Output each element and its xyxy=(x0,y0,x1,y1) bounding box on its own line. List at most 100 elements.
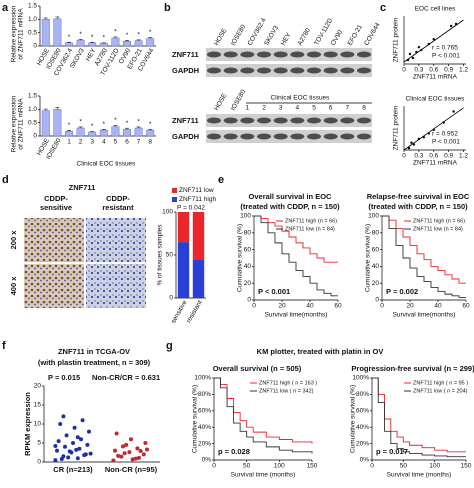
point xyxy=(410,141,413,144)
point xyxy=(58,422,63,426)
band xyxy=(290,117,305,124)
significance: * xyxy=(103,121,106,128)
band xyxy=(223,117,238,124)
y-tick-label: 10 xyxy=(34,421,42,428)
legend-label: ZNF711 high (n = 66) xyxy=(413,218,465,224)
x-tick-label: 0.6 xyxy=(429,153,438,160)
bar-segment xyxy=(192,259,205,298)
x-tick-label: 150 xyxy=(307,463,318,470)
band xyxy=(240,117,255,124)
band xyxy=(357,133,371,140)
band xyxy=(257,51,271,58)
x-tick-label: 0 xyxy=(380,303,384,310)
x-tick-label: 7 xyxy=(137,139,141,146)
lane-label: 8 xyxy=(362,105,366,112)
lane-label: SKOV3 xyxy=(263,24,280,47)
y-tick-label: 0% xyxy=(202,457,212,464)
panel-label: b xyxy=(164,2,171,14)
panel-label: c xyxy=(380,2,386,14)
y-tick-label: 60 xyxy=(372,246,380,253)
y-axis-label: of ZNF711 mRNA xyxy=(18,98,25,150)
x-axis-label: Clinical EOC tissues xyxy=(77,161,137,168)
band xyxy=(223,133,238,140)
y-axis-label: ZNF711 protein xyxy=(393,17,400,62)
significance: * xyxy=(68,122,71,129)
bar xyxy=(53,18,62,47)
x-tick-label: 0 xyxy=(212,463,216,470)
p-value: P < 0.001 xyxy=(258,287,290,296)
x-tick-label: 0.3 xyxy=(414,67,423,74)
band xyxy=(357,67,371,74)
y-tick-label: 0 xyxy=(247,297,251,304)
p-value: p = 0.017 xyxy=(376,447,408,456)
y-tick-label: 1.0 xyxy=(28,106,37,113)
stat-text: P = 0.015 xyxy=(48,373,80,382)
column-label: resistant xyxy=(102,203,134,212)
point xyxy=(114,431,119,436)
band xyxy=(257,117,271,124)
point xyxy=(133,456,138,461)
y-axis-label: of ZNF711 mRNA xyxy=(18,8,25,60)
y-tick-label: 80 xyxy=(244,230,252,237)
band xyxy=(340,117,355,124)
x-tick-label: 0 xyxy=(370,463,374,470)
y-axis-label: Cumulative survival (%) xyxy=(237,224,244,292)
point xyxy=(121,444,125,449)
panel-label: f xyxy=(2,340,6,352)
x-axis-label: Survival time(months) xyxy=(393,312,456,319)
bar xyxy=(111,126,120,137)
y-tick-label: 50 xyxy=(166,252,174,259)
band xyxy=(273,67,288,74)
x-tick-label: 100 xyxy=(429,463,440,470)
lane-label: COV644 xyxy=(363,21,382,46)
x-tick-label: 0.9 xyxy=(444,67,453,74)
point xyxy=(75,456,80,461)
point xyxy=(116,453,121,458)
significance: * xyxy=(149,121,152,128)
survival-curve xyxy=(254,215,338,297)
x-axis-label: Survival time (months) xyxy=(231,472,296,479)
band xyxy=(223,51,238,58)
bar xyxy=(146,129,155,137)
y-tick-label: 40 xyxy=(244,263,252,270)
group-label: Clinical EOC tissues xyxy=(271,95,331,102)
y-tick-label: 40% xyxy=(356,424,369,431)
x-tick-label: 0 xyxy=(402,67,406,74)
fit-line xyxy=(403,19,464,63)
y-tick-label: 0 xyxy=(37,459,41,466)
lane-label: A2780 xyxy=(296,27,312,47)
bar xyxy=(53,109,62,137)
histology-title: ZNF711 xyxy=(69,183,96,192)
point xyxy=(411,56,415,60)
y-tick-label: 1.5 xyxy=(28,93,37,100)
y-tick-label: 20 xyxy=(34,383,42,390)
histology-image xyxy=(24,264,84,308)
x-axis-label: Survival time(months) xyxy=(265,312,328,319)
point xyxy=(406,58,410,62)
y-tick-label: 80 xyxy=(372,230,380,237)
point xyxy=(145,447,149,452)
point xyxy=(67,449,72,454)
point xyxy=(72,425,77,430)
row-label: 200 x xyxy=(9,230,18,250)
y-tick-label: 0 xyxy=(169,295,173,302)
point xyxy=(417,137,421,141)
y-tick-label: 20 xyxy=(372,280,380,287)
band xyxy=(323,51,338,58)
chart-title: Overall survival (n = 505) xyxy=(213,364,302,373)
chart-title: (treated with CDDP, n = 150) xyxy=(240,202,340,211)
legend-label: ZNF711 low ( n = 204) xyxy=(413,388,468,394)
significance: * xyxy=(91,123,94,130)
legend-label: ZNF711 low ( n = 342) xyxy=(259,388,314,394)
row-label: GAPDH xyxy=(172,132,199,141)
row-label: GAPDH xyxy=(172,66,199,75)
point xyxy=(129,437,133,442)
lane-label: 2 xyxy=(262,105,266,112)
point xyxy=(124,442,129,447)
chart-title: Clinical EOC tissues xyxy=(406,96,466,103)
y-axis-label: Cumulative survival (%) xyxy=(192,385,199,453)
y-tick-label: 100% xyxy=(352,375,369,382)
point xyxy=(127,450,132,455)
bar xyxy=(88,42,97,47)
lane-label: 7 xyxy=(346,105,350,112)
